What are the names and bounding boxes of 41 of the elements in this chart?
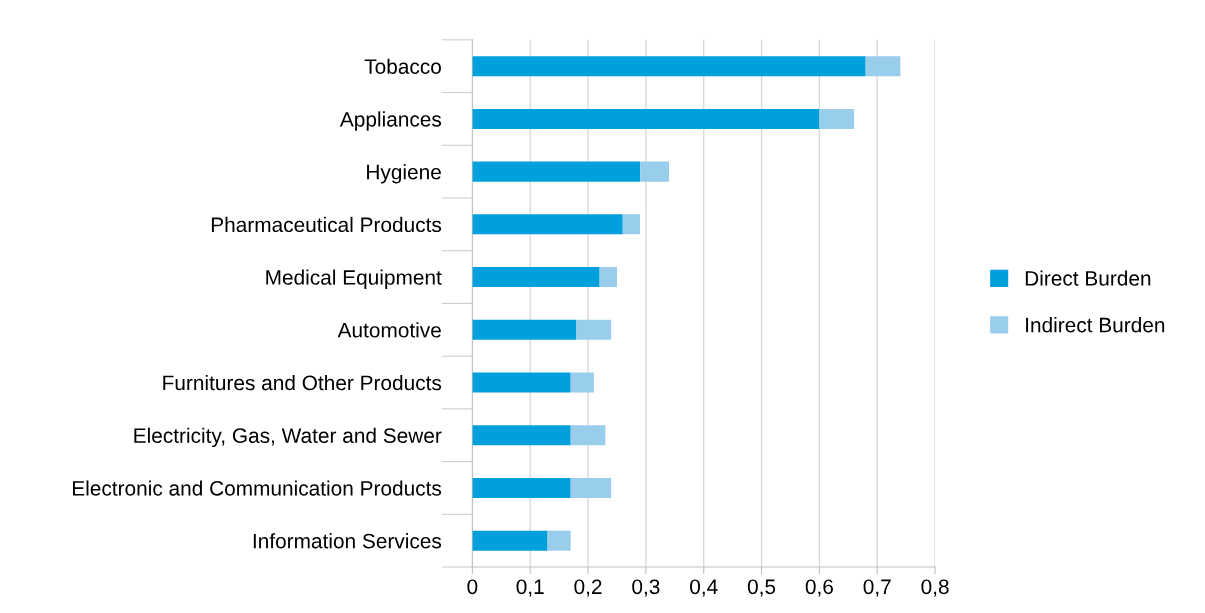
- bar: [622, 214, 641, 235]
- bar: [472, 319, 577, 340]
- bar: [472, 477, 571, 498]
- x-tick-label: 0,2: [574, 579, 602, 597]
- bar: [570, 477, 612, 498]
- x-tick-label: 0,1: [516, 579, 544, 597]
- y-tick-label: Tobacco: [364, 58, 441, 74]
- x-tick-label: 0,7: [863, 579, 891, 597]
- x-tick-label: 0,3: [632, 579, 660, 597]
- x-tick-label: 0: [467, 579, 478, 595]
- bar: [819, 108, 855, 129]
- x-tick-label: 0,8: [921, 579, 949, 597]
- x-tick-label: 0,6: [805, 579, 833, 597]
- bar: [576, 319, 612, 340]
- y-tick-label: Electronic and Communication Products: [72, 480, 442, 496]
- x-tick-label: 0,4: [690, 579, 718, 597]
- y-tick-label: Information Services: [253, 533, 442, 549]
- bar: [472, 530, 548, 551]
- x-tick-label: 0,5: [747, 579, 776, 597]
- y-tick-label: Automotive: [337, 322, 441, 338]
- bar: [472, 161, 641, 182]
- bar: [472, 372, 571, 393]
- bar: [472, 267, 600, 288]
- legend-label: Direct Burden: [1025, 270, 1151, 286]
- bar: [472, 425, 571, 446]
- bar: [640, 161, 670, 182]
- legend-label: Indirect Burden: [1026, 317, 1165, 333]
- bar: [472, 214, 623, 235]
- bar: [570, 372, 594, 393]
- bar: [570, 425, 606, 446]
- y-tick-label: Furnitures and Other Products: [163, 374, 442, 391]
- bar: [865, 56, 901, 77]
- y-tick-label: Pharmaceutical Products: [211, 216, 442, 233]
- y-tick-label: Hygiene: [367, 164, 441, 184]
- bar: [547, 530, 571, 551]
- y-tick-label: Electricity, Gas, Water and Sewer: [134, 427, 442, 448]
- y-tick-label: Appliances: [339, 111, 442, 131]
- y-tick-label: Medical Equipment: [266, 269, 442, 289]
- bar: [599, 267, 617, 288]
- bar: [472, 108, 820, 129]
- bar: [472, 56, 866, 77]
